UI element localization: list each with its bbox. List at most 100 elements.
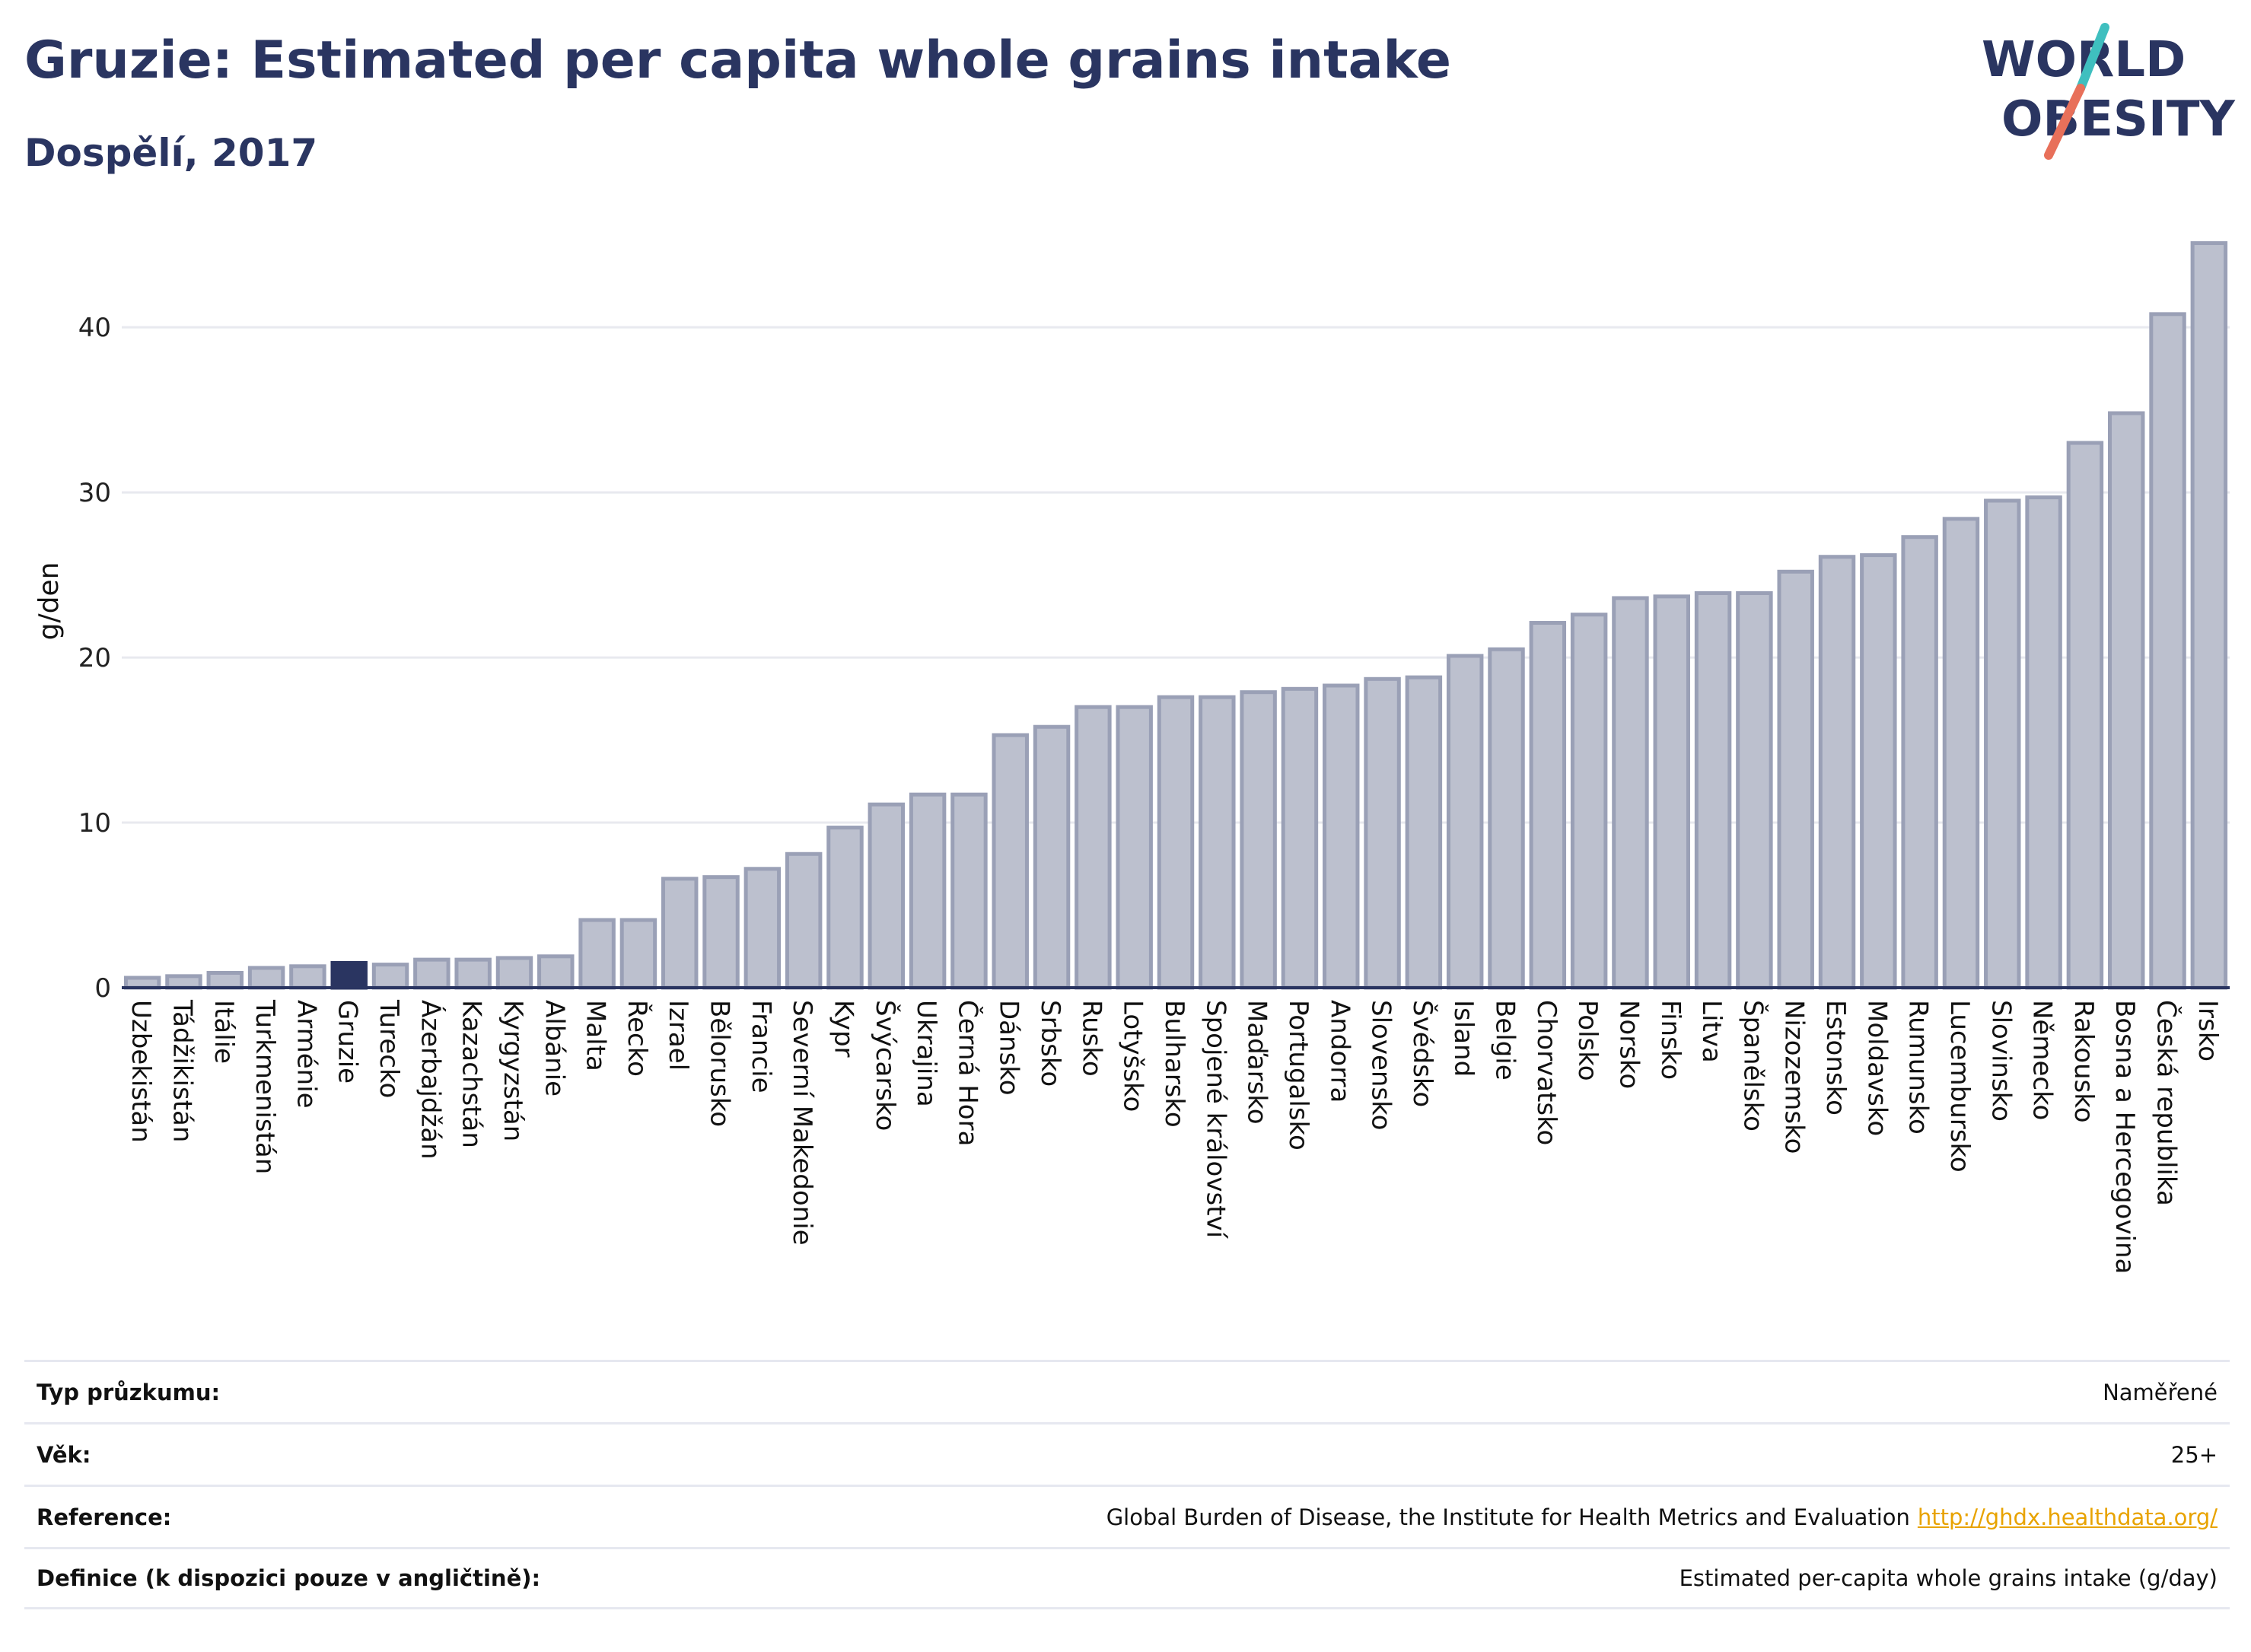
bar-island	[1446, 654, 1484, 990]
reference-text: Global Burden of Disease, the Institute …	[1106, 1504, 1910, 1530]
bar-chorvatsko	[1529, 621, 1567, 990]
info-row-age: Věk: 25+	[24, 1422, 2230, 1485]
bar-severní-makedonie	[785, 851, 823, 990]
x-tick-label: Srbsko	[1035, 1000, 1065, 1087]
x-tick-label: Rakousko	[2068, 1000, 2099, 1123]
y-tick-label: 20	[78, 643, 111, 673]
bar-polsko	[1570, 613, 1608, 990]
y-tick-label: 0	[94, 973, 111, 1004]
x-tick-labels: Uzbekistán Tádžikistán Itálie Turkmenistán A…	[126, 999, 2223, 1274]
bar-andorra	[1323, 683, 1360, 990]
logo-stroke-bottom	[2044, 84, 2085, 160]
bar-bělorusko	[702, 875, 740, 990]
bar-ukrajina	[909, 792, 947, 990]
bar-slovinsko	[1984, 498, 2021, 990]
bar-kyrgyzstán	[495, 956, 533, 990]
info-row-definition: Definice (k dispozici pouze v angličtině…	[24, 1547, 2230, 1609]
x-tick-label: Arménie	[291, 1000, 321, 1109]
bar-irsko	[2190, 241, 2228, 990]
info-value: Naměřené	[2103, 1379, 2218, 1405]
x-tick-label: Lucembursko	[1944, 1000, 1975, 1173]
x-tick-label: Malta	[581, 1000, 611, 1071]
x-tick-label: Maďarsko	[1242, 1000, 1272, 1125]
x-tick-label: Rusko	[1076, 1000, 1106, 1077]
logo-stroke-top	[2076, 23, 2109, 93]
bars	[123, 241, 2228, 990]
x-tick-label: Kazachstán	[457, 1000, 487, 1148]
bar-řecko	[619, 918, 657, 990]
x-tick-label: Gruzie	[333, 1000, 363, 1084]
x-tick-label: Finsko	[1655, 1000, 1686, 1080]
bar-švédsko	[1405, 675, 1443, 990]
bar-dánsko	[992, 733, 1029, 990]
x-tick-label: Norsko	[1613, 1000, 1644, 1089]
info-key: Reference:	[37, 1504, 172, 1530]
bar-ázerbajdžán	[413, 957, 451, 990]
info-key: Typ průzkumu:	[37, 1379, 221, 1405]
bar-arménie	[289, 964, 326, 990]
y-tick-labels: 0 10 20 30 40	[78, 313, 111, 1004]
bar-norsko	[1612, 596, 1649, 990]
bar-nizozemsko	[1777, 569, 1814, 990]
x-tick-label: Polsko	[1572, 1000, 1603, 1081]
info-value: Estimated per-capita whole grains intake…	[1679, 1565, 2218, 1591]
x-tick-label: Česká republika	[2151, 1000, 2183, 1206]
x-tick-label: Švýcarsko	[870, 1000, 901, 1131]
bar-švýcarsko	[868, 802, 906, 990]
x-tick-label: Spojené království	[1200, 1000, 1231, 1240]
bar-španělsko	[1736, 590, 1773, 990]
x-tick-label: Černá Hora	[952, 1000, 983, 1146]
x-tick-label: Rumunsko	[1903, 1000, 1934, 1135]
x-tick-label: Ukrajina	[911, 1000, 941, 1107]
info-key: Věk:	[37, 1441, 91, 1468]
x-tick-label: Slovensko	[1366, 1000, 1396, 1130]
bar-moldavsko	[1860, 553, 1897, 990]
x-tick-label: Nizozemsko	[1779, 1000, 1810, 1154]
x-tick-label: Albánie	[539, 1000, 569, 1097]
bar-turecko	[371, 963, 409, 990]
x-tick-label: Španělsko	[1737, 1000, 1769, 1132]
x-tick-label: Dánsko	[994, 1000, 1024, 1096]
bar-litva	[1694, 590, 1732, 990]
bar-spojené-království	[1199, 695, 1236, 990]
x-tick-label: Island	[1448, 1000, 1479, 1077]
bar-rumunsko	[1901, 535, 1938, 990]
bar-albánie	[537, 954, 575, 990]
bar-maďarsko	[1240, 690, 1277, 990]
bar-srbsko	[1033, 724, 1071, 990]
x-tick-label: Francie	[746, 1000, 776, 1093]
bar-itálie	[206, 970, 244, 990]
bar-lotyšsko	[1116, 705, 1153, 990]
y-axis-label: g/den	[33, 562, 65, 641]
bar-černá-hora	[950, 792, 988, 990]
x-tick-label: Uzbekistán	[126, 1000, 156, 1143]
x-tick-label: Estonsko	[1820, 1000, 1851, 1116]
reference-link[interactable]: http://ghdx.healthdata.org/	[1917, 1504, 2218, 1530]
info-row-survey-type: Typ průzkumu: Naměřené	[24, 1360, 2230, 1422]
info-key: Definice (k dispozici pouze v angličtině…	[37, 1565, 541, 1591]
bar-kypr	[826, 826, 864, 990]
x-tick-label: Portugalsko	[1283, 1000, 1313, 1151]
x-tick-label: Řecko	[622, 1000, 653, 1077]
bar-belgie	[1488, 647, 1525, 990]
bar-chart: 0 10 20 30 40 Uzbekistán Tádžikistán Itálie Tur…	[33, 241, 2230, 1274]
x-tick-label: Chorvatsko	[1531, 1000, 1562, 1145]
y-tick-label: 30	[78, 478, 111, 508]
y-tick-label: 10	[78, 808, 111, 839]
x-tick-label: Moldavsko	[1861, 1000, 1892, 1136]
info-value: Global Burden of Disease, the Institute …	[1106, 1504, 2218, 1530]
x-tick-label: Turkmenistán	[250, 999, 280, 1174]
x-tick-label: Litva	[1696, 1000, 1727, 1063]
x-tick-label: Itálie	[209, 1000, 239, 1064]
x-tick-label: Slovinsko	[1985, 1000, 2016, 1122]
x-tick-label: Turecko	[374, 999, 404, 1098]
x-tick-label: Kypr	[828, 1000, 858, 1058]
bar-francie	[743, 867, 782, 990]
bar-kazachstán	[454, 957, 492, 990]
bar-slovensko	[1364, 676, 1401, 990]
bar-rakousko	[2066, 441, 2104, 990]
x-tick-label: Tádžikistán	[167, 999, 197, 1142]
bar-finsko	[1653, 594, 1690, 990]
x-tick-label: Severní Makedonie	[787, 1000, 817, 1246]
bar-malta	[578, 918, 616, 990]
